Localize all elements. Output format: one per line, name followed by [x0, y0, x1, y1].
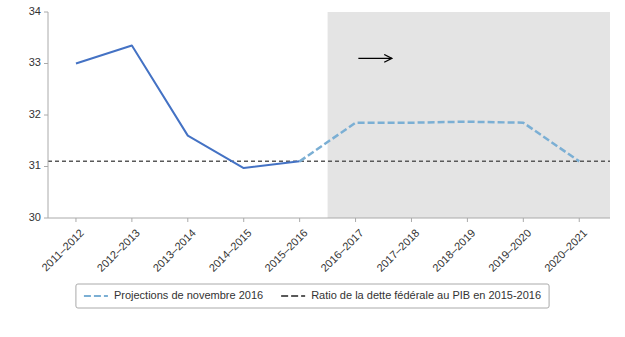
y-tick-label: 33	[29, 56, 41, 68]
y-tick	[44, 12, 48, 13]
y-tick-label: 30	[29, 211, 41, 223]
series-line	[300, 122, 580, 162]
plot-area	[48, 12, 610, 218]
legend-swatch	[84, 295, 108, 297]
y-tick-label: 34	[29, 5, 41, 17]
x-tick-label: 2018–2019	[430, 227, 477, 274]
legend-entry: Ratio de la dette fédérale au PIB en 201…	[281, 289, 541, 301]
series-line	[76, 45, 300, 168]
legend-label: Projections de novembre 2016	[114, 289, 263, 301]
legend: Projections de novembre 2016 Ratio de la …	[76, 284, 549, 308]
x-tick-label: 2013–2014	[150, 227, 197, 274]
x-tick	[411, 218, 412, 222]
x-tick-label: 2016–2017	[318, 227, 365, 274]
y-tick-label: 31	[29, 159, 41, 171]
x-tick	[579, 218, 580, 222]
x-tick-label: 2017–2018	[374, 227, 421, 274]
x-tick	[75, 218, 76, 222]
x-tick	[187, 218, 188, 222]
x-tick-label: 2020–2021	[542, 227, 589, 274]
x-tick-label: 2015–2016	[262, 227, 309, 274]
reference-line	[48, 161, 610, 163]
y-tick-label: 32	[29, 108, 41, 120]
y-tick	[44, 218, 48, 219]
arrow-annotation	[358, 58, 392, 59]
shaded-span	[328, 12, 610, 218]
x-tick-label: 2019–2020	[486, 227, 533, 274]
x-tick-label: 2012–2013	[95, 227, 142, 274]
y-tick	[44, 63, 48, 64]
x-tick	[523, 218, 524, 222]
x-tick	[299, 218, 300, 222]
y-tick	[44, 115, 48, 116]
legend-entry: Projections de novembre 2016	[84, 289, 263, 301]
y-tick	[44, 166, 48, 167]
x-tick	[355, 218, 356, 222]
x-tick	[131, 218, 132, 222]
x-tick	[243, 218, 244, 222]
legend-swatch	[281, 295, 305, 297]
legend-frame	[76, 284, 549, 308]
chart: 30313233342011–20122012–20132013–2014201…	[0, 0, 625, 337]
legend-label: Ratio de la dette fédérale au PIB en 201…	[311, 289, 541, 301]
x-tick-label: 2014–2015	[206, 227, 253, 274]
x-tick-label: 2011–2012	[39, 227, 86, 274]
x-tick	[467, 218, 468, 222]
